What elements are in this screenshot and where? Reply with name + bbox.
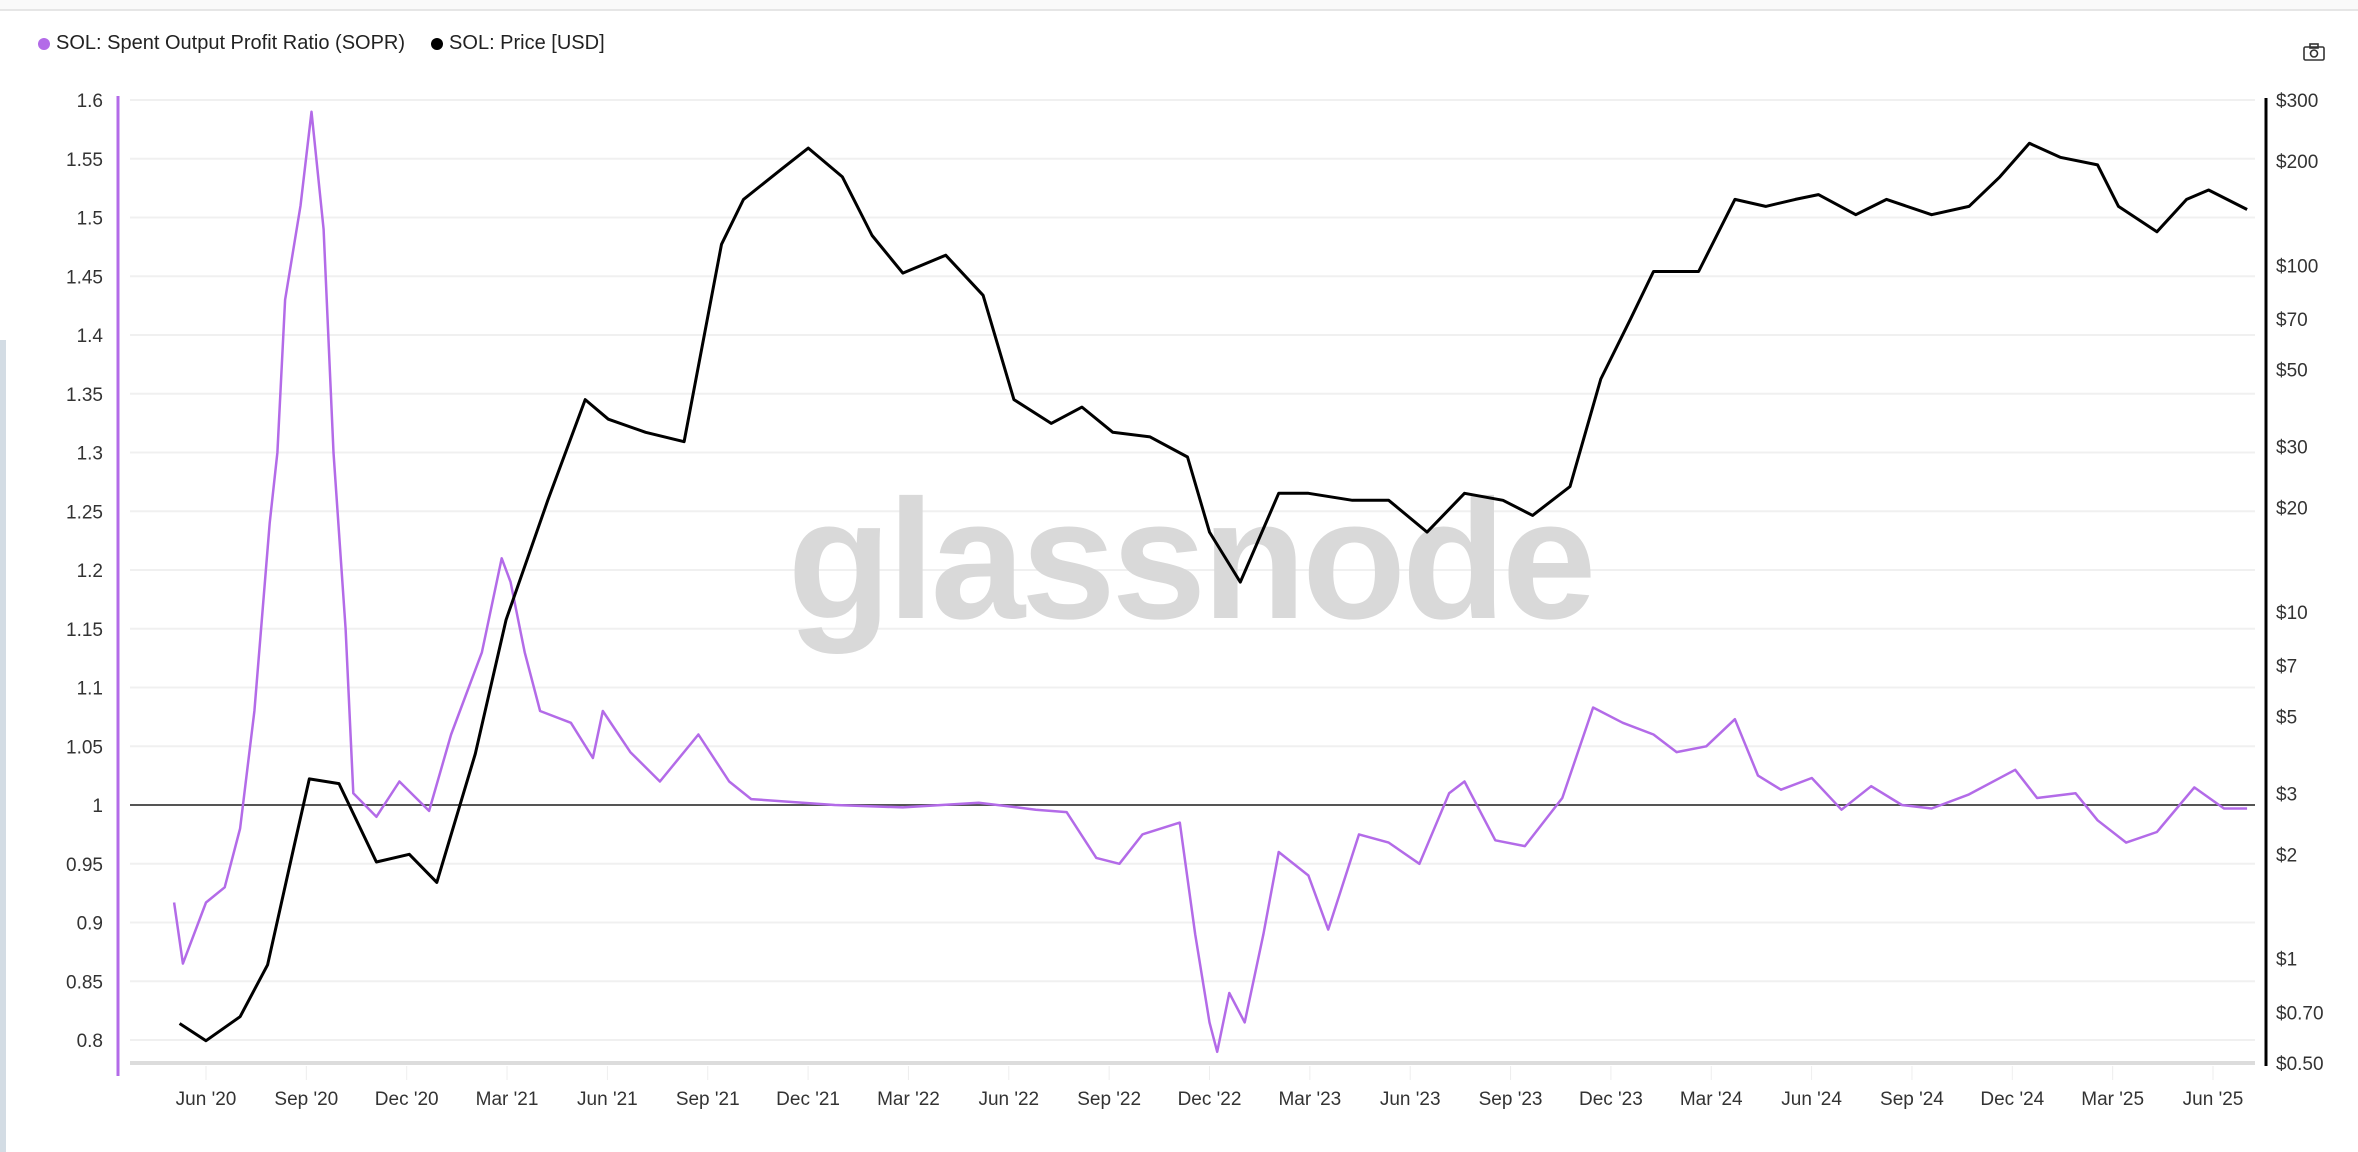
y-left-tick-label: 0.85 xyxy=(66,972,103,993)
x-tick-label: Jun '23 xyxy=(1380,1089,1441,1110)
x-tick-label: Sep '21 xyxy=(676,1089,740,1110)
x-tick-label: Jun '20 xyxy=(176,1089,237,1110)
x-tick-label: Mar '25 xyxy=(2081,1089,2144,1110)
y-left-tick-label: 1.1 xyxy=(77,679,103,700)
legend-item-price[interactable]: SOL: Price [USD] xyxy=(431,32,605,55)
price-series xyxy=(178,141,2248,1043)
y-left-tick-label: 1.25 xyxy=(66,502,103,523)
legend-label-sopr: SOL: Spent Output Profit Ratio (SOPR) xyxy=(56,32,406,54)
legend-label-price: SOL: Price [USD] xyxy=(449,32,605,54)
x-tick-label: Mar '24 xyxy=(1680,1089,1743,1110)
y-right-tick-label: $50 xyxy=(2276,361,2308,382)
x-tick-label: Dec '23 xyxy=(1579,1089,1643,1110)
y-right-tick-label: $30 xyxy=(2276,438,2308,459)
y-left-tick-label: 0.8 xyxy=(77,1031,103,1052)
y-right-tick-label: $10 xyxy=(2276,603,2308,624)
x-tick-label: Jun '22 xyxy=(978,1089,1039,1110)
legend: SOL: Spent Output Profit Ratio (SOPR) SO… xyxy=(38,32,605,55)
y-right-tick-label: $0.70 xyxy=(2276,1003,2324,1024)
y-left-tick-label: 1.55 xyxy=(66,150,103,171)
x-tick-label: Jun '21 xyxy=(577,1089,638,1110)
y-left-tick-label: 0.9 xyxy=(77,914,103,935)
y-right-tick-label: $200 xyxy=(2276,152,2318,173)
y-left-tick-label: 1.35 xyxy=(66,385,103,406)
sopr-line xyxy=(172,110,2248,1054)
y-left-tick-label: 1.2 xyxy=(77,561,103,582)
y-left-tick-label: 1.45 xyxy=(66,267,103,288)
x-tick-label: Dec '24 xyxy=(1980,1089,2044,1110)
y-right-tick-label: $3 xyxy=(2276,784,2297,805)
legend-item-sopr[interactable]: SOL: Spent Output Profit Ratio (SOPR) xyxy=(38,32,405,55)
x-tick-label: Dec '20 xyxy=(375,1089,439,1110)
y-left-tick-label: 1.05 xyxy=(66,737,103,758)
y-right-tick-label: $100 xyxy=(2276,256,2318,277)
x-tick-label: Dec '22 xyxy=(1178,1089,1242,1110)
x-tick-label: Jun '24 xyxy=(1781,1089,1842,1110)
side-panel-edge xyxy=(0,340,6,1152)
x-tick-label: Dec '21 xyxy=(776,1089,840,1110)
y-right-tick-label: $20 xyxy=(2276,499,2308,520)
x-tick-label: Sep '20 xyxy=(274,1089,338,1110)
price-dot-icon xyxy=(431,37,444,50)
x-tick-label: Jun '25 xyxy=(2183,1089,2244,1110)
x-tick-label: Sep '22 xyxy=(1077,1089,1141,1110)
y-right-tick-label: $0.50 xyxy=(2276,1054,2324,1075)
y-right-tick-label: $7 xyxy=(2276,657,2297,678)
x-tick-label: Mar '21 xyxy=(476,1089,539,1110)
y-left-tick-label: 1 xyxy=(92,796,103,817)
y-left-tick-label: 0.95 xyxy=(66,855,103,876)
y-left-tick-label: 1.5 xyxy=(77,209,103,230)
y-left-tick-label: 1.3 xyxy=(77,444,103,465)
x-tick-label: Mar '22 xyxy=(877,1089,940,1110)
sopr-series xyxy=(172,110,2248,1054)
y-right-tick-label: $70 xyxy=(2276,310,2308,331)
y-right-tick-label: $5 xyxy=(2276,707,2297,728)
y-left-tick-label: 1.6 xyxy=(77,91,103,112)
x-tick-label: Sep '24 xyxy=(1880,1089,1944,1110)
y-right-tick-label: $300 xyxy=(2276,91,2318,112)
top-border xyxy=(0,0,2358,11)
price-line xyxy=(178,141,2248,1043)
y-left-tick-label: 1.15 xyxy=(66,620,103,641)
camera-icon[interactable] xyxy=(2302,42,2326,62)
x-tick-label: Mar '23 xyxy=(1278,1089,1341,1110)
y-right-tick-label: $2 xyxy=(2276,845,2297,866)
sopr-dot-icon xyxy=(38,37,50,50)
y-left-tick-label: 1.4 xyxy=(77,326,104,347)
x-tick-label: Sep '23 xyxy=(1479,1089,1543,1110)
y-right-tick-label: $1 xyxy=(2276,950,2297,971)
